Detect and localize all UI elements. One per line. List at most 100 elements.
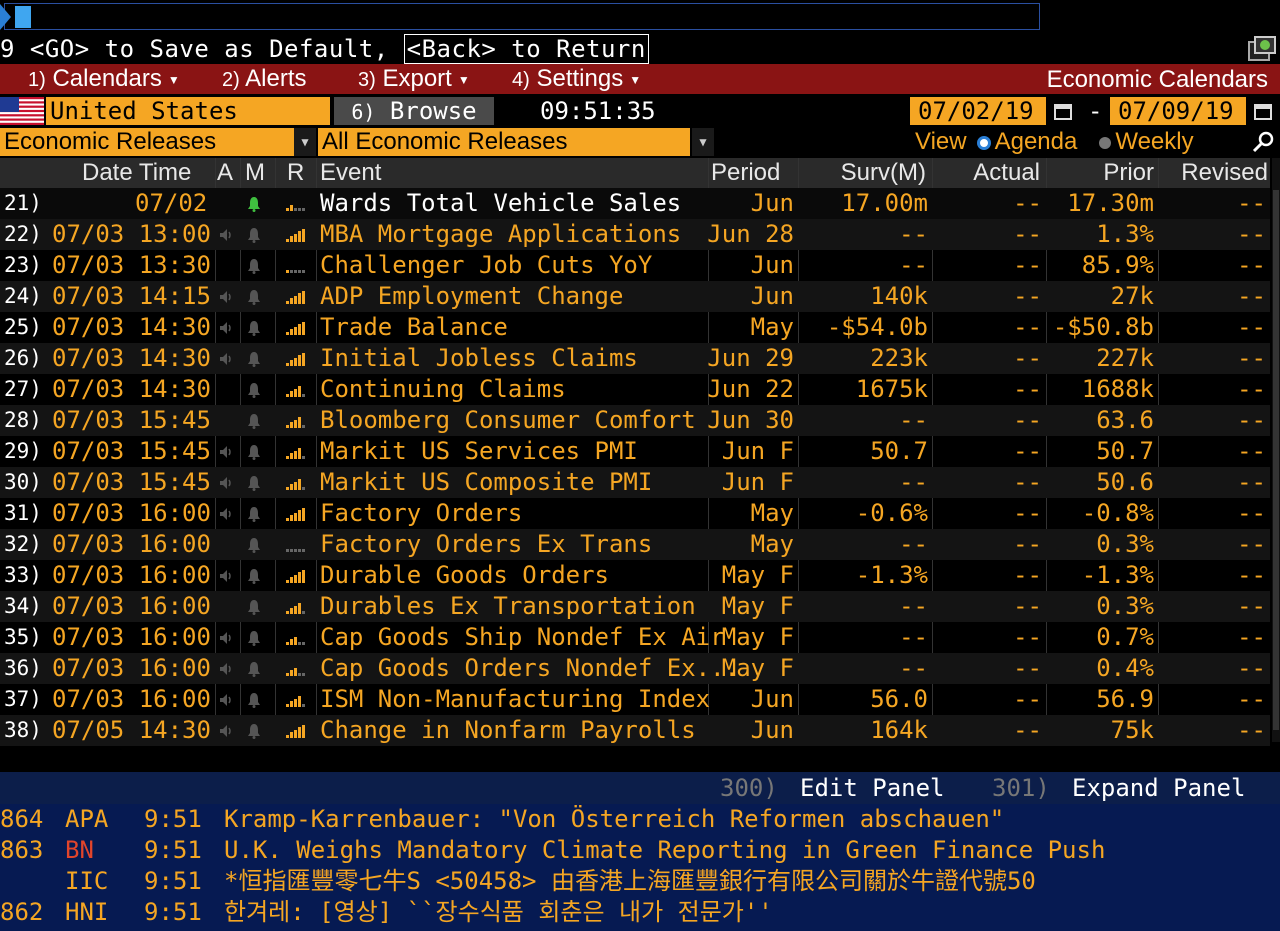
table-row[interactable]: 30) 07/03 15:45 Markit US Composite PMI Jun… bbox=[0, 467, 1270, 498]
calendar-icon[interactable] bbox=[1248, 97, 1278, 125]
bell-icon[interactable] bbox=[241, 188, 275, 219]
news-item[interactable]: IIC 9:51 *恒指匯豐零七牛S <50458> 由香港上海匯豐銀行有限公司關於… bbox=[0, 866, 1280, 897]
menu-alerts[interactable]: 2) Alerts bbox=[222, 65, 307, 92]
bell-icon[interactable] bbox=[241, 529, 275, 560]
calendar-icon[interactable] bbox=[1048, 97, 1078, 125]
table-row[interactable]: 37) 07/03 16:00 ISM Non-Manufacturing Inde… bbox=[0, 684, 1270, 715]
table-row[interactable]: 38) 07/05 14:30 Change in Nonfarm Payrolls… bbox=[0, 715, 1270, 746]
row-period: May F bbox=[721, 623, 794, 651]
bell-icon[interactable] bbox=[241, 405, 275, 436]
launchpad-icon[interactable] bbox=[1248, 36, 1276, 62]
end-date-input[interactable]: 07/09/19 bbox=[1110, 97, 1246, 125]
command-input[interactable] bbox=[4, 3, 1040, 30]
sound-icon[interactable] bbox=[216, 219, 240, 250]
table-row[interactable]: 33) 07/03 16:00 Durable Goods Orders May F -… bbox=[0, 560, 1270, 591]
menu-settings[interactable]: 4) Settings ▼ bbox=[512, 65, 642, 92]
table-row[interactable]: 36) 07/03 16:00 Cap Goods Orders Nondef Ex… bbox=[0, 653, 1270, 684]
sound-icon[interactable] bbox=[216, 343, 240, 374]
news-item[interactable]: 862 HNI 9:51 한겨레: [영상] ``장수식품 회춘은 내가 전문가'' bbox=[0, 897, 1280, 928]
sound-icon[interactable] bbox=[216, 467, 240, 498]
news-item[interactable]: 864 APA 9:51 Kramp-Karrenbauer: "Von Österr… bbox=[0, 804, 1280, 835]
table-row[interactable]: 24) 07/03 14:15 ADP Employment Change Jun 14… bbox=[0, 281, 1270, 312]
col-surv[interactable]: Surv(M) bbox=[840, 159, 926, 186]
col-a[interactable]: A bbox=[217, 159, 234, 186]
bell-icon[interactable] bbox=[241, 653, 275, 684]
subcategory-select[interactable]: All Economic Releases bbox=[318, 128, 690, 156]
bell-icon[interactable] bbox=[241, 498, 275, 529]
sound-icon[interactable] bbox=[216, 250, 240, 281]
sound-icon[interactable] bbox=[216, 591, 240, 622]
weekly-radio[interactable] bbox=[1099, 136, 1112, 149]
bell-icon[interactable] bbox=[241, 219, 275, 250]
bell-icon[interactable] bbox=[241, 684, 275, 715]
col-actual[interactable]: Actual bbox=[973, 159, 1040, 186]
menu-calendars[interactable]: 1) Calendars ▼ bbox=[28, 65, 180, 92]
col-revised[interactable]: Revised bbox=[1181, 159, 1268, 186]
bell-icon[interactable] bbox=[241, 467, 275, 498]
bell-icon[interactable] bbox=[241, 343, 275, 374]
table-row[interactable]: 27) 07/03 14:30 Continuing Claims Jun 22 167… bbox=[0, 374, 1270, 405]
col-r[interactable]: R bbox=[287, 159, 305, 186]
agenda-label[interactable]: Agenda bbox=[994, 128, 1078, 155]
row-prior: 0.3% bbox=[1096, 530, 1154, 558]
sound-icon[interactable] bbox=[216, 312, 240, 343]
bell-icon[interactable] bbox=[241, 622, 275, 653]
sound-icon[interactable] bbox=[216, 529, 240, 560]
col-prior[interactable]: Prior bbox=[1103, 159, 1154, 186]
search-icon[interactable] bbox=[1252, 130, 1276, 154]
table-row[interactable]: 31) 07/03 16:00 Factory Orders May -0.6% -- -0… bbox=[0, 498, 1270, 529]
table-row[interactable]: 23) 07/03 13:30 Challenger Job Cuts YoY Jun… bbox=[0, 250, 1270, 281]
browse-button[interactable]: 6) Browse bbox=[334, 97, 494, 125]
bell-icon[interactable] bbox=[241, 560, 275, 591]
back-hint[interactable]: <Back> to Return bbox=[403, 34, 649, 64]
row-period: Jun bbox=[750, 189, 794, 217]
table-row[interactable]: 34) 07/03 16:00 Durables Ex Transportation… bbox=[0, 591, 1270, 622]
menu-export[interactable]: 3) Export ▼ bbox=[358, 65, 470, 92]
sound-icon[interactable] bbox=[216, 560, 240, 591]
row-revised: -- bbox=[1237, 251, 1266, 279]
table-row[interactable]: 32) 07/03 16:00 Factory Orders Ex Trans May… bbox=[0, 529, 1270, 560]
chevron-down-icon[interactable]: ▼ bbox=[294, 128, 316, 156]
row-index: 34) bbox=[4, 594, 42, 618]
bell-icon[interactable] bbox=[241, 312, 275, 343]
chevron-down-icon[interactable]: ▼ bbox=[692, 128, 714, 156]
sound-icon[interactable] bbox=[216, 498, 240, 529]
col-event[interactable]: Event bbox=[320, 159, 382, 186]
start-date-input[interactable]: 07/02/19 bbox=[910, 97, 1046, 125]
sound-icon[interactable] bbox=[216, 188, 240, 219]
sound-icon[interactable] bbox=[216, 374, 240, 405]
table-row[interactable]: 25) 07/03 14:30 Trade Balance May -$54.0b -- -… bbox=[0, 312, 1270, 343]
table-row[interactable]: 22) 07/03 13:00 MBA Mortgage Applications J… bbox=[0, 219, 1270, 250]
table-row[interactable]: 28) 07/03 15:45 Bloomberg Consumer Comfort… bbox=[0, 405, 1270, 436]
bell-icon[interactable] bbox=[241, 281, 275, 312]
row-actual: -- bbox=[1013, 189, 1042, 217]
country-select[interactable]: United States bbox=[46, 97, 330, 125]
category-select[interactable]: Economic Releases bbox=[0, 128, 294, 156]
sound-icon[interactable] bbox=[216, 684, 240, 715]
edit-panel-button[interactable]: Edit Panel bbox=[800, 774, 945, 802]
agenda-radio[interactable] bbox=[976, 135, 991, 150]
table-row[interactable]: 29) 07/03 15:45 Markit US Services PMI Jun … bbox=[0, 436, 1270, 467]
col-period[interactable]: Period bbox=[711, 159, 781, 186]
weekly-label[interactable]: Weekly bbox=[1115, 128, 1194, 155]
sound-icon[interactable] bbox=[216, 622, 240, 653]
sound-icon[interactable] bbox=[216, 436, 240, 467]
bell-icon[interactable] bbox=[241, 591, 275, 622]
sound-icon[interactable] bbox=[216, 281, 240, 312]
news-item[interactable]: 863 BN 9:51 U.K. Weighs Mandatory Climate R… bbox=[0, 835, 1280, 866]
bell-icon[interactable] bbox=[241, 250, 275, 281]
table-row[interactable]: 26) 07/03 14:30 Initial Jobless Claims Jun … bbox=[0, 343, 1270, 374]
news-source: HNI bbox=[65, 898, 109, 926]
bell-icon[interactable] bbox=[241, 374, 275, 405]
col-m[interactable]: M bbox=[245, 159, 265, 186]
sound-icon[interactable] bbox=[216, 405, 240, 436]
scrollbar-thumb[interactable] bbox=[1273, 190, 1279, 730]
expand-panel-button[interactable]: Expand Panel bbox=[1072, 774, 1246, 802]
sound-icon[interactable] bbox=[216, 653, 240, 684]
sound-icon[interactable] bbox=[216, 715, 240, 746]
bell-icon[interactable] bbox=[241, 715, 275, 746]
col-datetime[interactable]: Date Time bbox=[82, 159, 192, 186]
table-row[interactable]: 21) 07/02 Wards Total Vehicle Sales Jun 17.0… bbox=[0, 188, 1270, 219]
table-row[interactable]: 35) 07/03 16:00 Cap Goods Ship Nondef Ex A… bbox=[0, 622, 1270, 653]
bell-icon[interactable] bbox=[241, 436, 275, 467]
